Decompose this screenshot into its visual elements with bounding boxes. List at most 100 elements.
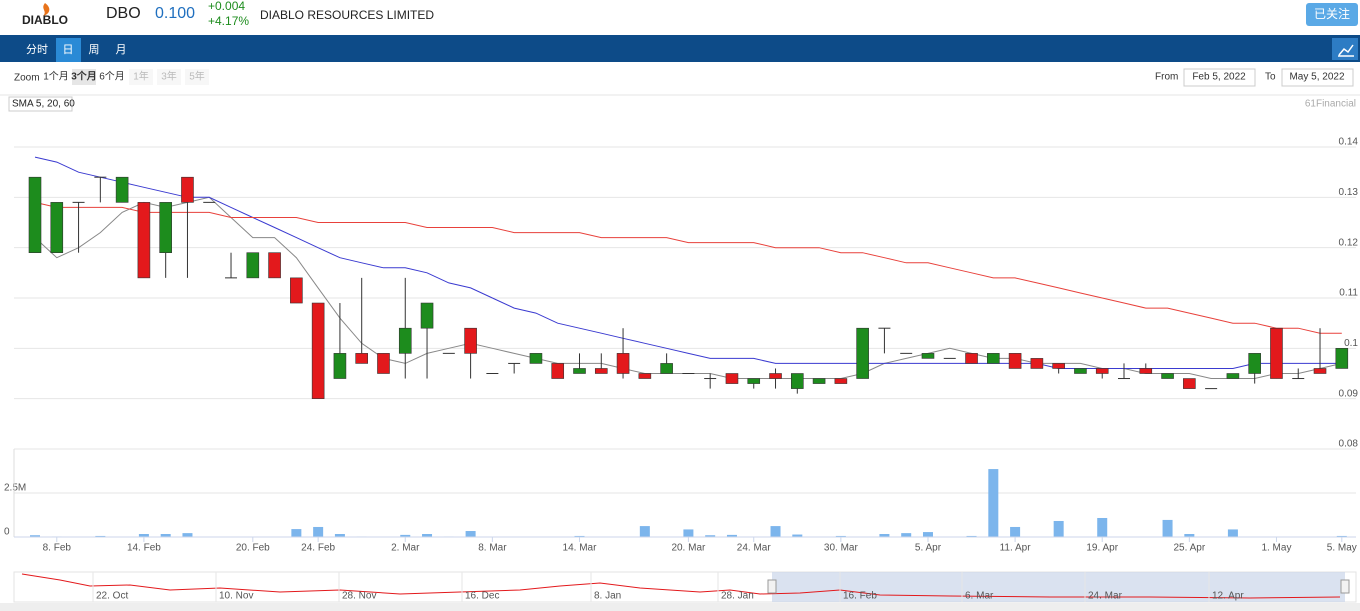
volume-bar bbox=[1097, 517, 1108, 537]
zoom-button-bg[interactable] bbox=[185, 69, 209, 85]
sma-line bbox=[34, 201, 1342, 334]
volume-bar bbox=[901, 533, 912, 537]
candle-body bbox=[1313, 368, 1327, 374]
x-tick-label: 2. Mar bbox=[391, 543, 420, 554]
volume-bar bbox=[313, 526, 324, 537]
volume-bar bbox=[574, 535, 585, 537]
y-tick-label: 0.1 bbox=[1344, 338, 1358, 349]
volume-bar bbox=[1053, 520, 1064, 537]
volume-bar bbox=[422, 534, 433, 537]
to-label: To bbox=[1265, 72, 1276, 83]
sma-line bbox=[34, 196, 1342, 379]
zoom-button-bg[interactable] bbox=[72, 69, 96, 85]
volume-bar bbox=[95, 535, 106, 537]
follow-button[interactable] bbox=[1306, 3, 1358, 26]
candle-body bbox=[747, 378, 761, 384]
navigator-handle[interactable] bbox=[1340, 579, 1350, 594]
candle-body bbox=[159, 202, 172, 254]
x-tick-label: 14. Mar bbox=[563, 543, 598, 554]
candle-body bbox=[1139, 368, 1153, 374]
zoom-option[interactable]: 6个月 bbox=[99, 71, 125, 83]
to-input[interactable] bbox=[1281, 68, 1354, 87]
candle-body bbox=[1183, 378, 1196, 389]
x-tick-label: 14. Feb bbox=[127, 543, 161, 554]
navigator-label: 22. Oct bbox=[96, 591, 128, 602]
candle-body bbox=[1074, 368, 1087, 374]
navigator-handle[interactable] bbox=[767, 579, 777, 594]
from-value[interactable]: Feb 5, 2022 bbox=[1192, 72, 1246, 83]
candle-body bbox=[1095, 368, 1109, 374]
x-tick-label: 5. Apr bbox=[915, 543, 942, 554]
candle-body bbox=[246, 252, 260, 279]
navigator-label: 16. Dec bbox=[465, 591, 499, 602]
zoom-option[interactable]: 3个月 bbox=[71, 70, 97, 83]
volume-bar bbox=[726, 534, 737, 537]
navigator-label: 28. Nov bbox=[342, 591, 376, 602]
scrollbar[interactable] bbox=[0, 603, 1360, 611]
volume-bar bbox=[922, 532, 933, 537]
candle-body bbox=[137, 202, 151, 279]
zoom-button-bg[interactable] bbox=[129, 69, 153, 85]
x-tick-label: 11. Apr bbox=[1000, 543, 1032, 554]
navigator-label: 16. Feb bbox=[843, 591, 877, 602]
zoom-button-bg[interactable] bbox=[157, 69, 181, 85]
tab[interactable]: 月 bbox=[116, 44, 127, 56]
volume-bar bbox=[1336, 535, 1347, 537]
zoom-option[interactable]: 3年 bbox=[161, 70, 177, 83]
candle-body bbox=[1226, 373, 1240, 379]
candle-body bbox=[355, 353, 369, 364]
candle-body bbox=[464, 327, 477, 354]
volume-bar bbox=[879, 534, 890, 537]
volume-bar bbox=[160, 534, 171, 537]
zoom-option[interactable]: 1个月 bbox=[43, 71, 69, 83]
candle-body bbox=[812, 378, 826, 384]
volume-bar bbox=[792, 534, 803, 537]
x-tick-label: 30. Mar bbox=[824, 543, 859, 554]
candle-body bbox=[333, 353, 347, 379]
x-tick-label: 8. Mar bbox=[478, 543, 507, 554]
from-input[interactable] bbox=[1183, 68, 1256, 87]
volume-bar bbox=[1010, 526, 1021, 537]
candle-body bbox=[115, 176, 129, 203]
volume-bar bbox=[705, 535, 716, 537]
candle-body bbox=[50, 202, 64, 254]
tab-active-bg[interactable] bbox=[56, 38, 81, 62]
candle-body bbox=[616, 353, 630, 374]
volume-bar bbox=[465, 531, 476, 537]
tab-bar bbox=[0, 35, 1360, 62]
x-tick-label: 20. Feb bbox=[236, 543, 270, 554]
tab[interactable]: 日 bbox=[63, 44, 74, 56]
candle-body bbox=[529, 353, 543, 364]
volume-bar bbox=[988, 469, 999, 537]
x-tick-label: 8. Feb bbox=[43, 543, 72, 554]
x-tick-label: 24. Mar bbox=[737, 543, 772, 554]
navigator-label: 28. Jan bbox=[721, 591, 754, 602]
chart-icon[interactable] bbox=[1338, 44, 1354, 57]
tab[interactable]: 周 bbox=[89, 43, 100, 56]
follow-button-label[interactable]: 已关注 bbox=[1314, 6, 1350, 21]
price: 0.100 bbox=[155, 5, 195, 22]
candle-body bbox=[551, 363, 565, 379]
change-pct: +4.17% bbox=[208, 14, 249, 28]
candle-body bbox=[268, 252, 281, 279]
navigator-label: 6. Mar bbox=[965, 591, 994, 602]
navigator-label: 12. Apr bbox=[1212, 591, 1244, 602]
header-bg bbox=[0, 0, 1360, 35]
candle-body bbox=[290, 277, 303, 304]
volume-bar bbox=[138, 534, 149, 537]
candle-body bbox=[660, 363, 673, 374]
candle-body bbox=[594, 368, 608, 374]
zoom-option[interactable]: 5年 bbox=[189, 70, 205, 83]
zoom-option[interactable]: 1年 bbox=[133, 70, 149, 83]
candle-body bbox=[1008, 353, 1022, 369]
candle-body bbox=[1030, 358, 1044, 369]
candle-body bbox=[965, 353, 978, 364]
candle-body bbox=[1270, 327, 1283, 379]
to-value[interactable]: May 5, 2022 bbox=[1289, 72, 1344, 83]
y-tick-label: 0.11 bbox=[1339, 288, 1358, 299]
tab[interactable]: 分时 bbox=[26, 43, 48, 56]
candle-body bbox=[311, 302, 325, 399]
volume-bar bbox=[291, 529, 302, 537]
company-name: DIABLO RESOURCES LIMITED bbox=[260, 8, 434, 22]
